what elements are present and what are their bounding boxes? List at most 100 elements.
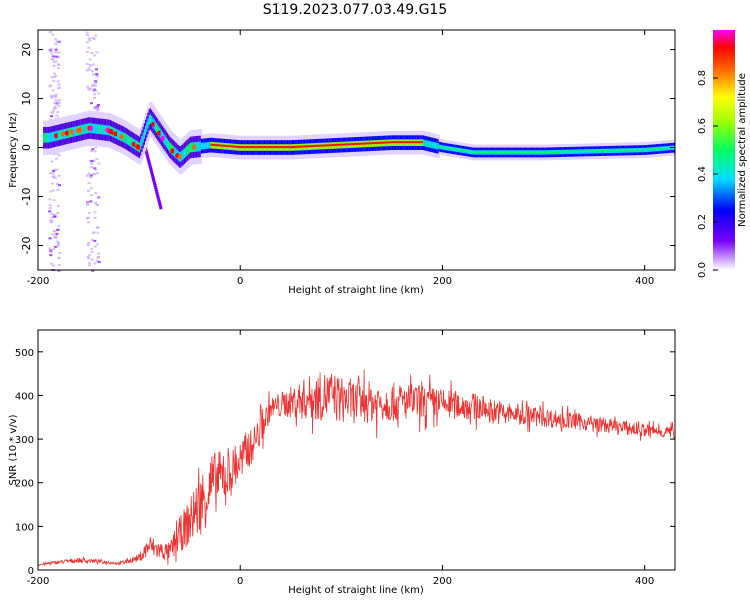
snr-plot-area (38, 330, 675, 570)
spectrogram-cell (89, 64, 93, 67)
spectrogram-cell (50, 111, 54, 114)
spectrogram-cell (95, 243, 99, 246)
spectrogram-ticks: -200 0 200 400 -20 -10 0 10 20 (20, 30, 675, 287)
spectrogram-cell (90, 248, 94, 251)
spectrogram-cell (96, 231, 100, 234)
spectrogram-cell (86, 85, 90, 88)
spectrogram-cell (51, 172, 55, 175)
spectrogram-y-axis-label: Frequency (Hz) (8, 112, 19, 188)
snr-x-tick-label: 0 (237, 576, 243, 587)
spectrogram-cell (87, 257, 91, 260)
spectrogram-cell (150, 171, 154, 175)
snr-y-tick-label: 300 (15, 435, 34, 446)
spectrogram-cell (50, 76, 54, 79)
spectrogram-cell (87, 67, 91, 70)
spectrogram-cell (90, 52, 94, 55)
spectrogram-cell (52, 199, 56, 202)
spectrogram-cell (56, 243, 60, 246)
spectrogram-cell (55, 183, 59, 186)
spectrogram-cell (94, 81, 98, 84)
spectrogram-cell (149, 167, 153, 171)
spectrogram-cell (57, 269, 61, 272)
snr-y-tick-label: 100 (15, 522, 34, 533)
spectrogram-cell (52, 108, 56, 111)
spectrogram-cell (50, 96, 54, 99)
spectrogram-cell (87, 172, 91, 175)
spectrogram-x-tick-label: 0 (237, 276, 243, 287)
spectrogram-cell (53, 101, 57, 104)
spectrogram-cell (90, 85, 94, 88)
spectrogram-cell (53, 94, 57, 97)
spectrogram-cell (96, 108, 100, 111)
spectrogram-cell (57, 224, 61, 227)
spectrogram-cell (148, 165, 152, 169)
spectrogram-x-tick-label: 200 (433, 276, 452, 287)
spectrogram-cell (154, 186, 158, 190)
spectrogram-cell (51, 33, 55, 36)
spectrogram-cell (50, 160, 54, 163)
colorbar-tick-label: 0.2 (697, 214, 708, 230)
spectrogram-cell (91, 269, 95, 272)
spectrogram-cell (157, 200, 161, 204)
spectrogram-cell (50, 216, 54, 219)
spectrogram-cell (92, 89, 96, 92)
spectrogram-cell (153, 182, 157, 186)
spectrogram-cell (54, 214, 58, 217)
spectrogram-cell (54, 93, 58, 96)
spectrogram-cell (54, 60, 58, 63)
spectrogram-cell (91, 37, 95, 40)
spectrogram-frame (37, 29, 676, 271)
spectrogram-cell (90, 194, 94, 197)
snr-frame (37, 329, 676, 571)
spectrogram-cell (52, 76, 56, 79)
snr-x-tick-label: -200 (27, 576, 50, 587)
spectrogram-cell (85, 174, 89, 177)
spectrogram-y-tick-label: 20 (20, 43, 33, 57)
spectrogram-cell (92, 73, 96, 76)
spectrogram-cell (57, 184, 61, 187)
spectrogram-cell (54, 245, 58, 248)
spectrogram-cell (86, 255, 90, 258)
spectrogram-cell (85, 34, 89, 37)
spectrogram-cell (55, 55, 59, 58)
spectrogram-cell (149, 169, 153, 173)
spectrogram-cell (89, 102, 93, 105)
spectrogram-cell (155, 190, 159, 194)
spectrogram-cell (49, 251, 53, 254)
spectrogram-cell (85, 69, 89, 72)
spectrogram-cell (57, 263, 61, 266)
spectrogram-cell (51, 233, 55, 236)
spectrogram-cell (95, 73, 99, 76)
snr-x-axis-label: Height of straight line (km) (288, 585, 424, 596)
colorbar-tick-label: 0.8 (697, 70, 708, 86)
spectrogram-cell (93, 216, 97, 219)
spectrogram-cell (57, 174, 61, 177)
spectrogram-cell (97, 196, 101, 199)
spectrogram-cell (96, 255, 100, 258)
spectrogram-cell (49, 50, 53, 53)
spectrogram-cell (49, 219, 53, 222)
spectrogram-cell (88, 39, 92, 42)
spectrogram-cell (55, 152, 59, 155)
colorbar-tick-label: 0.0 (697, 262, 708, 278)
spectrogram-cell (53, 168, 57, 171)
spectrogram-cell (156, 196, 160, 200)
spectrogram-cell (94, 201, 98, 204)
spectrogram-cell (55, 157, 59, 160)
spectrogram-cell (52, 60, 56, 63)
spectrogram-cell (86, 189, 90, 192)
spectrogram-cell (85, 31, 89, 34)
spectrogram-cell (48, 30, 52, 33)
spectrogram-cell (48, 84, 52, 87)
spectrogram-cell (55, 101, 59, 104)
spectrogram-cell (50, 262, 54, 265)
spectrogram-cell (52, 213, 56, 216)
spectrogram-cell (53, 51, 57, 54)
spectrogram-cell (86, 221, 90, 224)
spectrogram-cell (90, 238, 94, 241)
spectrogram-cell (56, 240, 60, 243)
spectrogram-cell (156, 194, 160, 198)
spectrogram-cell (96, 226, 100, 229)
